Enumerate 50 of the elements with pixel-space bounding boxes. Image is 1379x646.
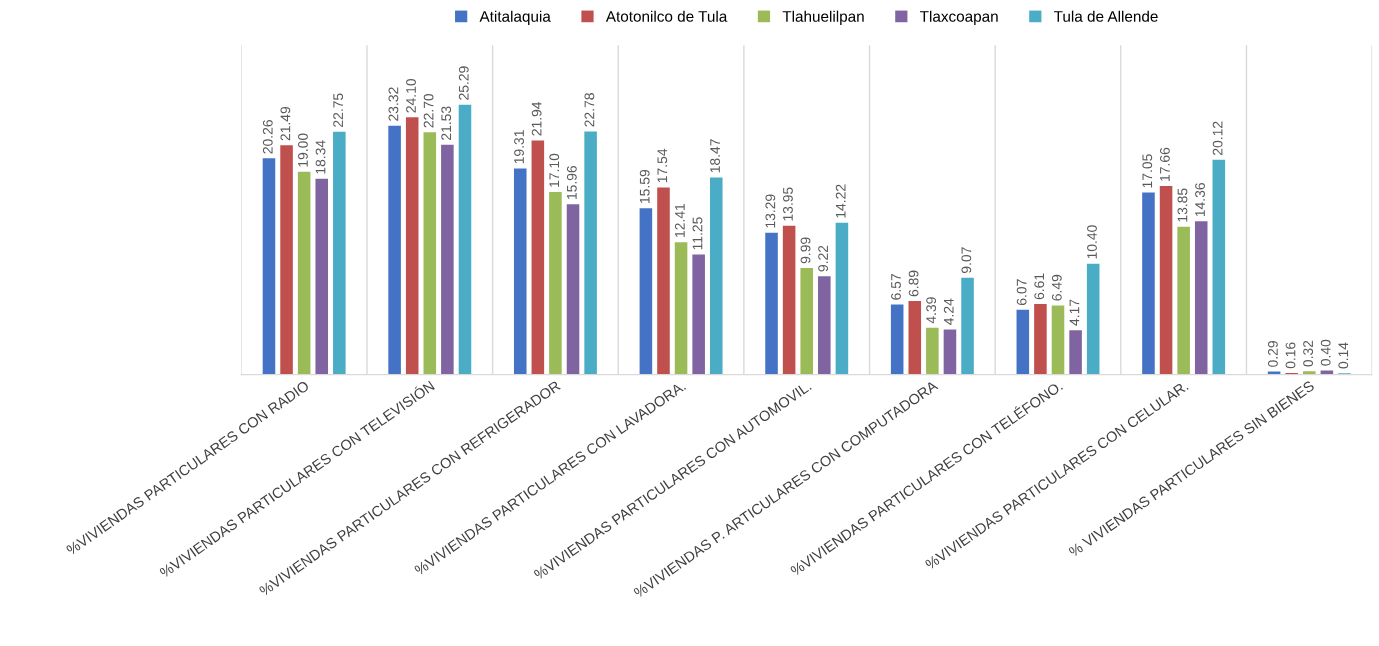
data-label: 6.61: [1034, 273, 1045, 300]
data-label: 0.16: [1285, 342, 1296, 369]
data-label: 15.96: [566, 165, 577, 200]
data-label: 0.14: [1338, 342, 1349, 369]
data-label: 20.12: [1212, 121, 1223, 155]
data-label: 22.75: [333, 93, 344, 127]
data-label: 10.40: [1087, 225, 1097, 259]
data-label: 22.78: [584, 93, 595, 127]
data-label: 18.34: [315, 140, 326, 174]
data-label: 0.29: [1268, 341, 1278, 367]
legend-label: Tula de Allende: [1053, 10, 1158, 22]
data-label: 11.25: [692, 217, 703, 250]
data-label: 6.57: [891, 274, 901, 300]
data-label: 6.89: [908, 270, 919, 297]
data-label: 24.10: [406, 78, 416, 113]
data-label: 21.53: [441, 106, 452, 140]
data-label: 21.49: [280, 106, 291, 141]
data-label: 22.70: [423, 93, 434, 128]
data-label: 6.49: [1051, 274, 1062, 301]
legend-label: Atitalaquia: [479, 10, 551, 25]
data-label: 9.07: [961, 247, 972, 274]
data-label: 20.26: [262, 120, 273, 154]
data-label: 17.66: [1159, 147, 1170, 181]
data-label: 13.95: [783, 187, 793, 221]
data-label: 19.00: [298, 133, 308, 167]
data-label: 4.39: [926, 297, 937, 324]
data-label: 4.17: [1069, 299, 1080, 326]
data-label: 9.99: [800, 237, 811, 264]
data-label: 14.22: [835, 184, 846, 218]
data-label: 13.29: [765, 194, 776, 228]
legend-label: Atotonilco de Tula: [605, 10, 728, 22]
data-label: 19.31: [514, 130, 524, 164]
data-label: 13.85: [1177, 188, 1188, 222]
data-label: 18.47: [710, 139, 720, 173]
data-label: 4.24: [943, 298, 954, 325]
data-label: 17.10: [549, 153, 560, 187]
data-label: 17.54: [657, 148, 668, 183]
data-label: 0.32: [1303, 340, 1314, 367]
data-label: 15.59: [639, 169, 650, 203]
data-label: 14.36: [1195, 183, 1205, 217]
data-label: 21.94: [531, 101, 542, 136]
legend-label: Tlaxcoapan: [920, 10, 998, 25]
data-label: 17.05: [1142, 154, 1153, 188]
data-label: 12.41: [674, 203, 685, 237]
data-label: 9.22: [818, 245, 829, 272]
data-label: 6.07: [1016, 279, 1027, 305]
data-label: 23.32: [388, 87, 399, 121]
data-label: 25.29: [458, 66, 469, 100]
data-label: 0.40: [1320, 339, 1331, 366]
legend-label: Tlahuelilpan: [782, 10, 864, 25]
